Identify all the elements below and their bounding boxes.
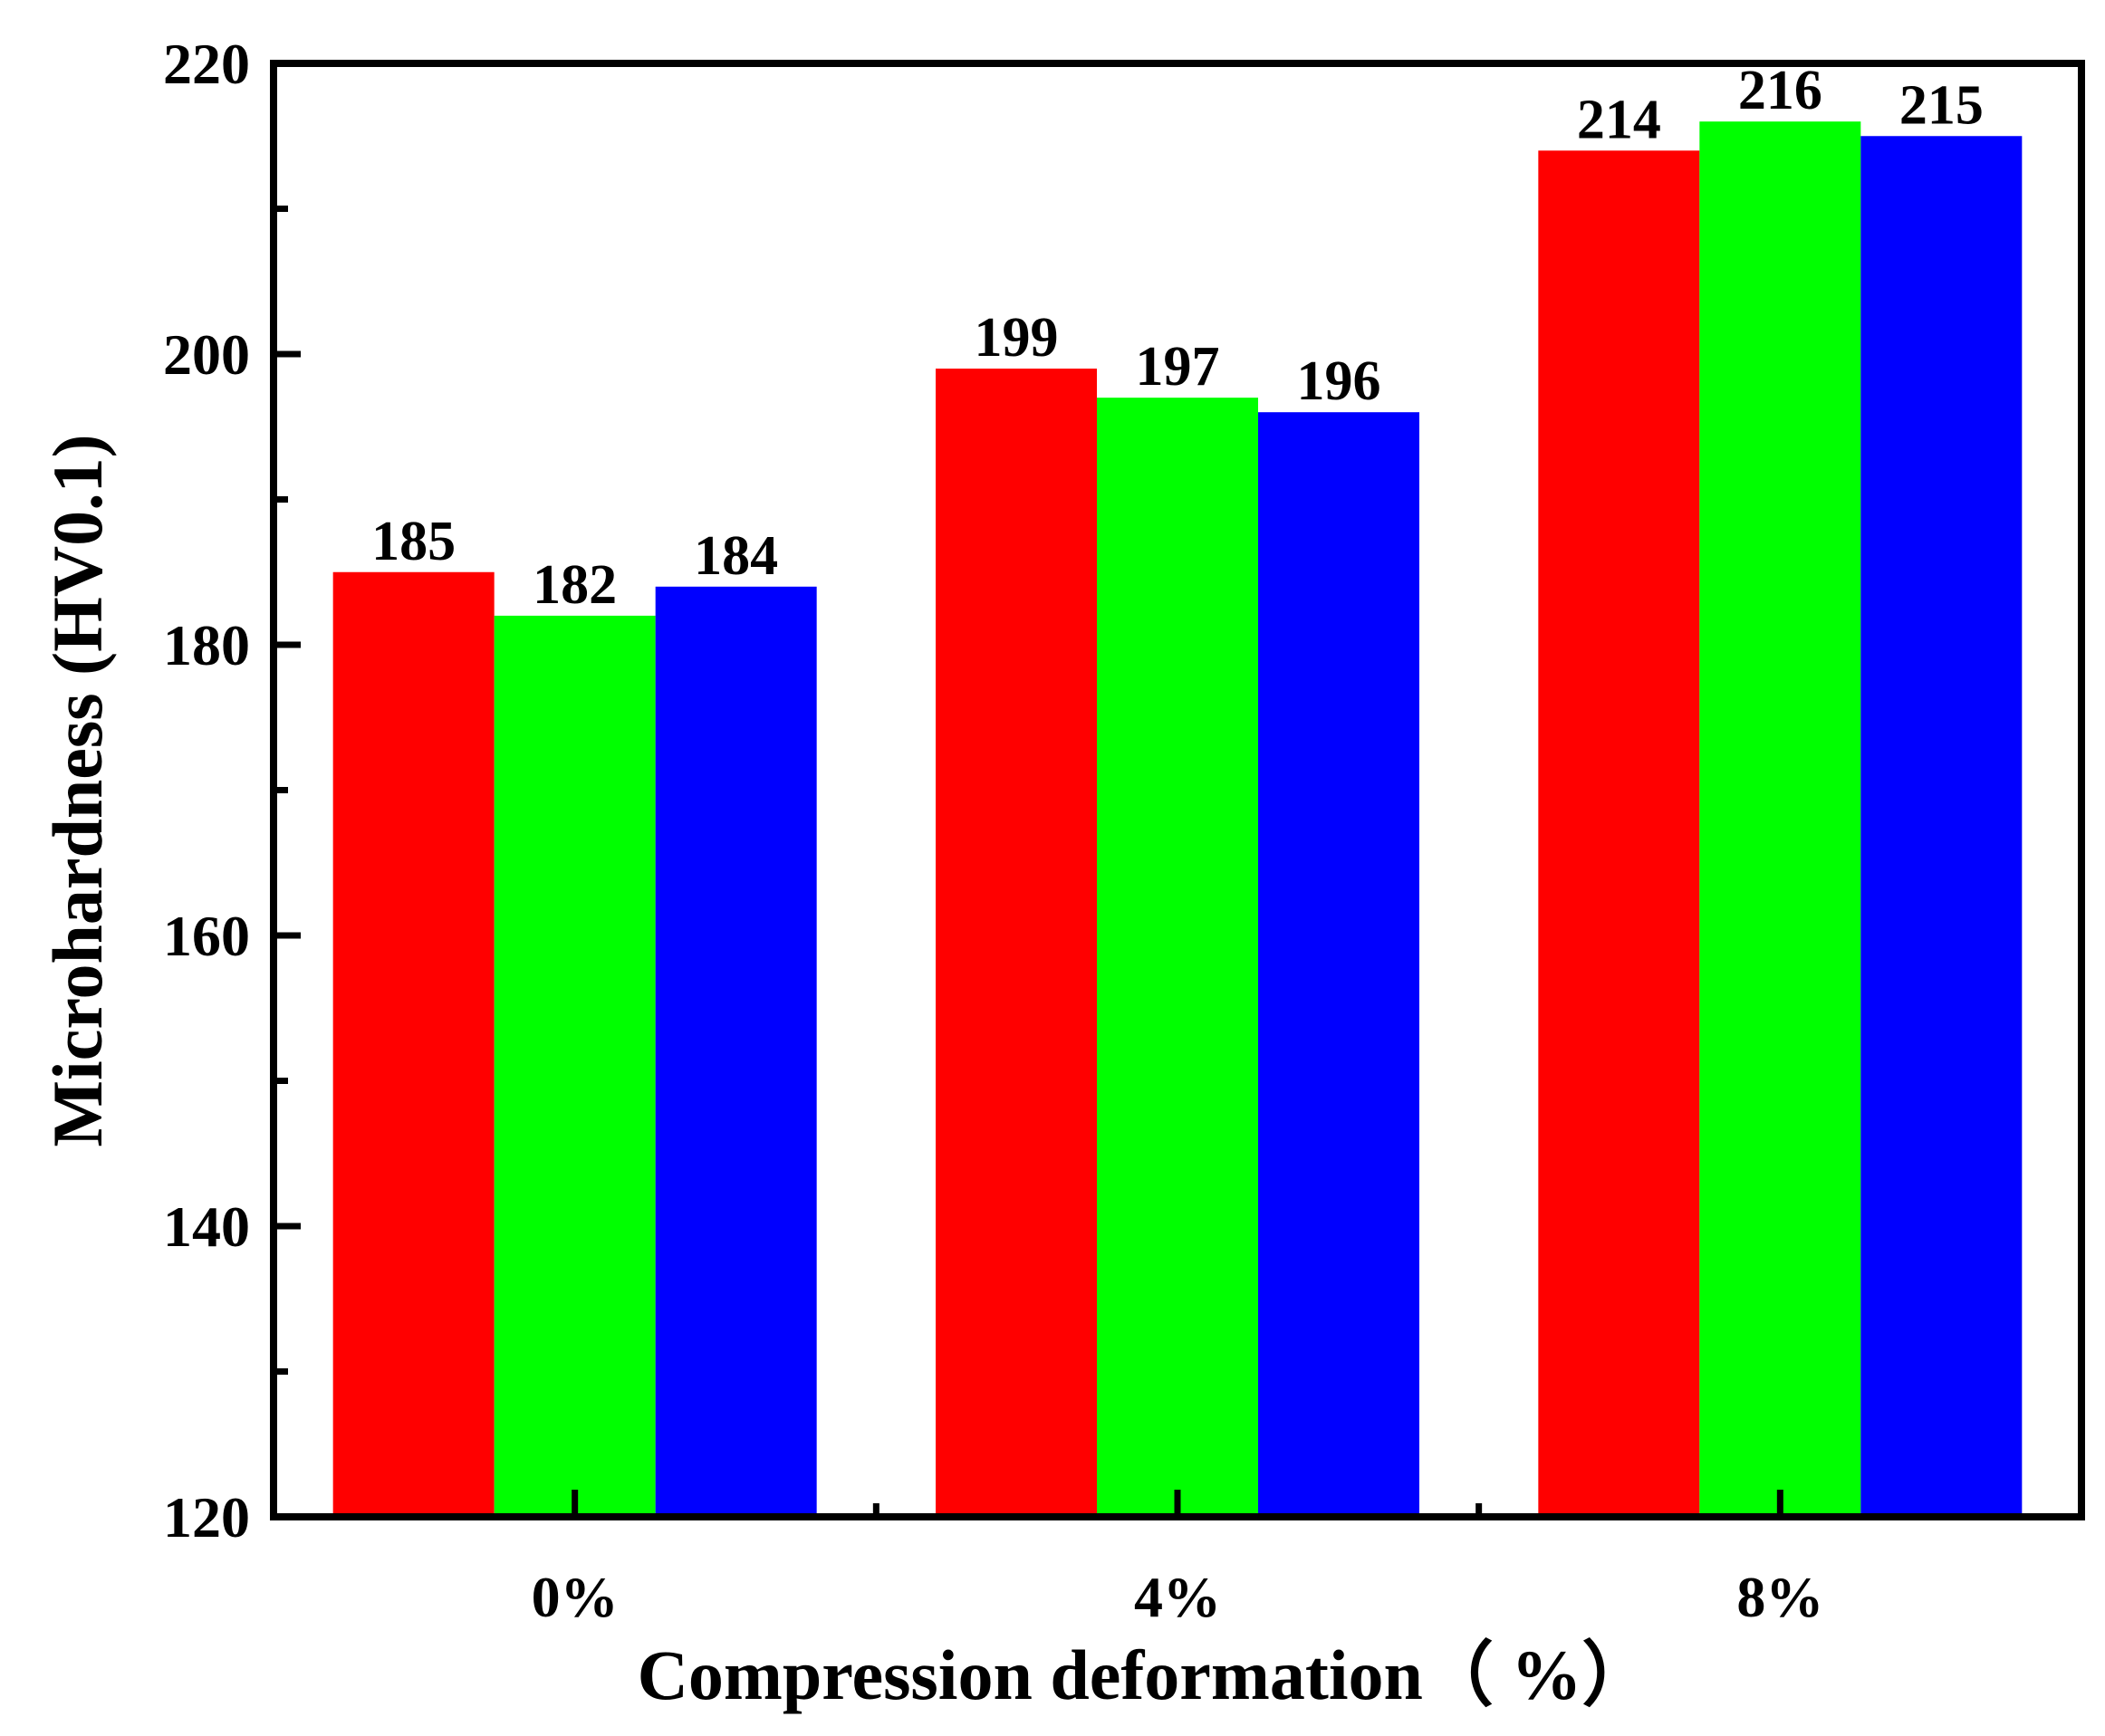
- bar-series-3-4pct: [1258, 412, 1419, 1518]
- data-label: 216: [1738, 60, 1822, 121]
- bar-series-1-0pct: [332, 571, 495, 1517]
- y-tick-label: 180: [163, 613, 250, 677]
- data-label: 215: [1899, 74, 1984, 136]
- data-label: 197: [1136, 336, 1220, 398]
- y-tick-label: 220: [163, 32, 250, 96]
- plot-frame: [270, 60, 2085, 1520]
- y-tick-label: 200: [163, 322, 250, 387]
- bar-series-2-4pct: [1097, 398, 1258, 1517]
- y-tick-label: 120: [163, 1485, 250, 1549]
- x-axis-title: Compression deformation（ %）: [638, 1635, 1653, 1714]
- data-label: 182: [533, 554, 617, 616]
- data-label: 199: [975, 307, 1059, 369]
- data-label: 196: [1297, 350, 1381, 412]
- bar-series-1-8pct: [1538, 150, 1700, 1517]
- bar-series-3-8pct: [1860, 136, 2023, 1517]
- y-tick-label: 160: [163, 904, 250, 968]
- data-label: 184: [694, 525, 778, 587]
- bars-layer: [332, 121, 2023, 1518]
- x-tick-label: 0%: [532, 1565, 619, 1629]
- y-axis-title: Microhardness (HV0.1): [38, 434, 117, 1146]
- bar-series-1-4pct: [936, 369, 1097, 1517]
- x-tick-label: 8%: [1736, 1565, 1823, 1629]
- x-tick-label: 4%: [1134, 1565, 1221, 1629]
- data-label: 214: [1577, 89, 1661, 150]
- labels-layer: 185 182 184 0% 199 197 196 4% 214 216 215 8% 120 140 1…: [163, 32, 1984, 1629]
- y-tick-label: 140: [163, 1194, 250, 1259]
- bar-series-2-0pct: [494, 615, 656, 1517]
- bar-series-2-8pct: [1699, 121, 1861, 1518]
- bar-series-3-0pct: [655, 586, 817, 1517]
- data-label: 185: [371, 511, 456, 572]
